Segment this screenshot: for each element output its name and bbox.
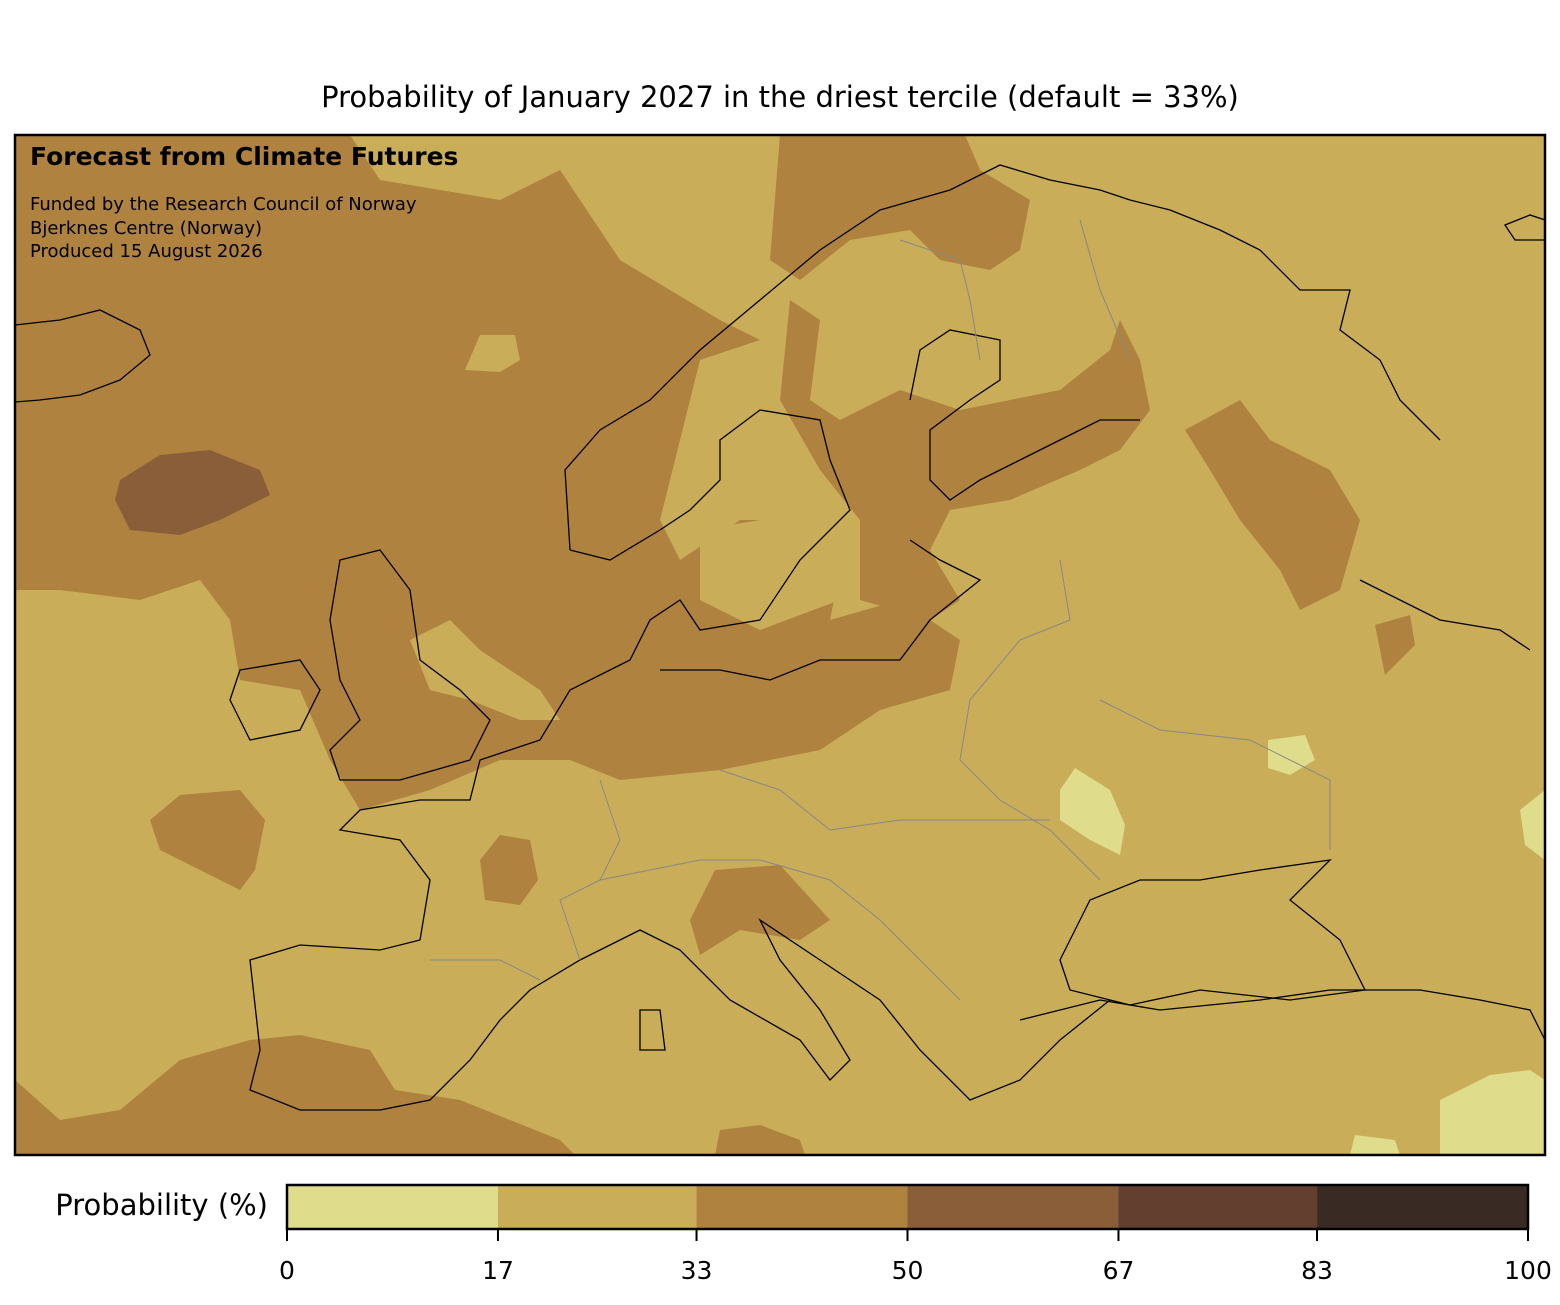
annotation-line: Bjerknes Centre (Norway) [30, 218, 262, 239]
colorbar-tick-label: 17 [482, 1256, 514, 1285]
colorbar-segment [907, 1185, 1119, 1229]
border [430, 219, 1331, 1001]
region-17-33 [410, 620, 560, 720]
coastline [1359, 579, 1531, 651]
region-0-17 [1350, 1135, 1400, 1155]
region-0-17 [1060, 768, 1125, 855]
region-33-50 [690, 865, 830, 955]
region-33-50 [15, 1035, 575, 1155]
colorbar-tick-label: 100 [1504, 1256, 1552, 1285]
region-33-50 [780, 300, 1150, 620]
colorbar-tick-label: 67 [1103, 1256, 1135, 1285]
colorbar-segment [1317, 1185, 1528, 1229]
colorbar-segment [497, 1185, 697, 1229]
region-0-17 [1520, 790, 1545, 860]
colorbar-segment [287, 1185, 498, 1229]
coastline [229, 659, 321, 741]
annotation-line: Funded by the Research Council of Norway [30, 194, 417, 215]
coastline [909, 329, 1140, 501]
region-50-67 [115, 450, 270, 535]
region-33-50 [150, 790, 265, 890]
region-0-17 [1268, 735, 1315, 775]
map-frame [13, 133, 1547, 1157]
coastline [639, 1009, 666, 1051]
region-33-50 [770, 135, 1030, 280]
region-0-17 [1440, 1070, 1545, 1155]
coastline [1059, 859, 1366, 1006]
coastline [564, 164, 1441, 551]
region-33-50 [715, 1125, 805, 1155]
colorbar-segment [696, 1185, 908, 1229]
region-33-50 [480, 835, 538, 905]
coastline [329, 549, 491, 781]
coastline [14, 309, 151, 403]
map: Forecast from Climate Futures Funded by … [13, 133, 1547, 1157]
colorbar-label: Probability (%) [55, 1188, 268, 1222]
colorbar-segment [1118, 1185, 1318, 1229]
coastline [249, 409, 1111, 1111]
region-33-50 [15, 135, 960, 810]
colorbar-tick-label: 0 [279, 1256, 295, 1285]
region-17-33 [465, 335, 520, 372]
colorbar-tick-label: 50 [892, 1256, 924, 1285]
coastline [660, 539, 982, 681]
coastline [1019, 989, 1546, 1041]
colorbar-tick-label: 83 [1301, 1256, 1333, 1285]
map-title: Probability of January 2027 in the dries… [321, 80, 1239, 114]
colorbar-tick-label: 33 [681, 1256, 713, 1285]
annotation-line: Produced 15 August 2026 [30, 241, 263, 262]
region-33-50 [1375, 615, 1415, 675]
colorbar: Probability (%) 0 17 33 50 67 83 100 [55, 1183, 1552, 1285]
region-33-50 [1185, 400, 1360, 610]
annotation-heading: Forecast from Climate Futures [30, 142, 458, 171]
